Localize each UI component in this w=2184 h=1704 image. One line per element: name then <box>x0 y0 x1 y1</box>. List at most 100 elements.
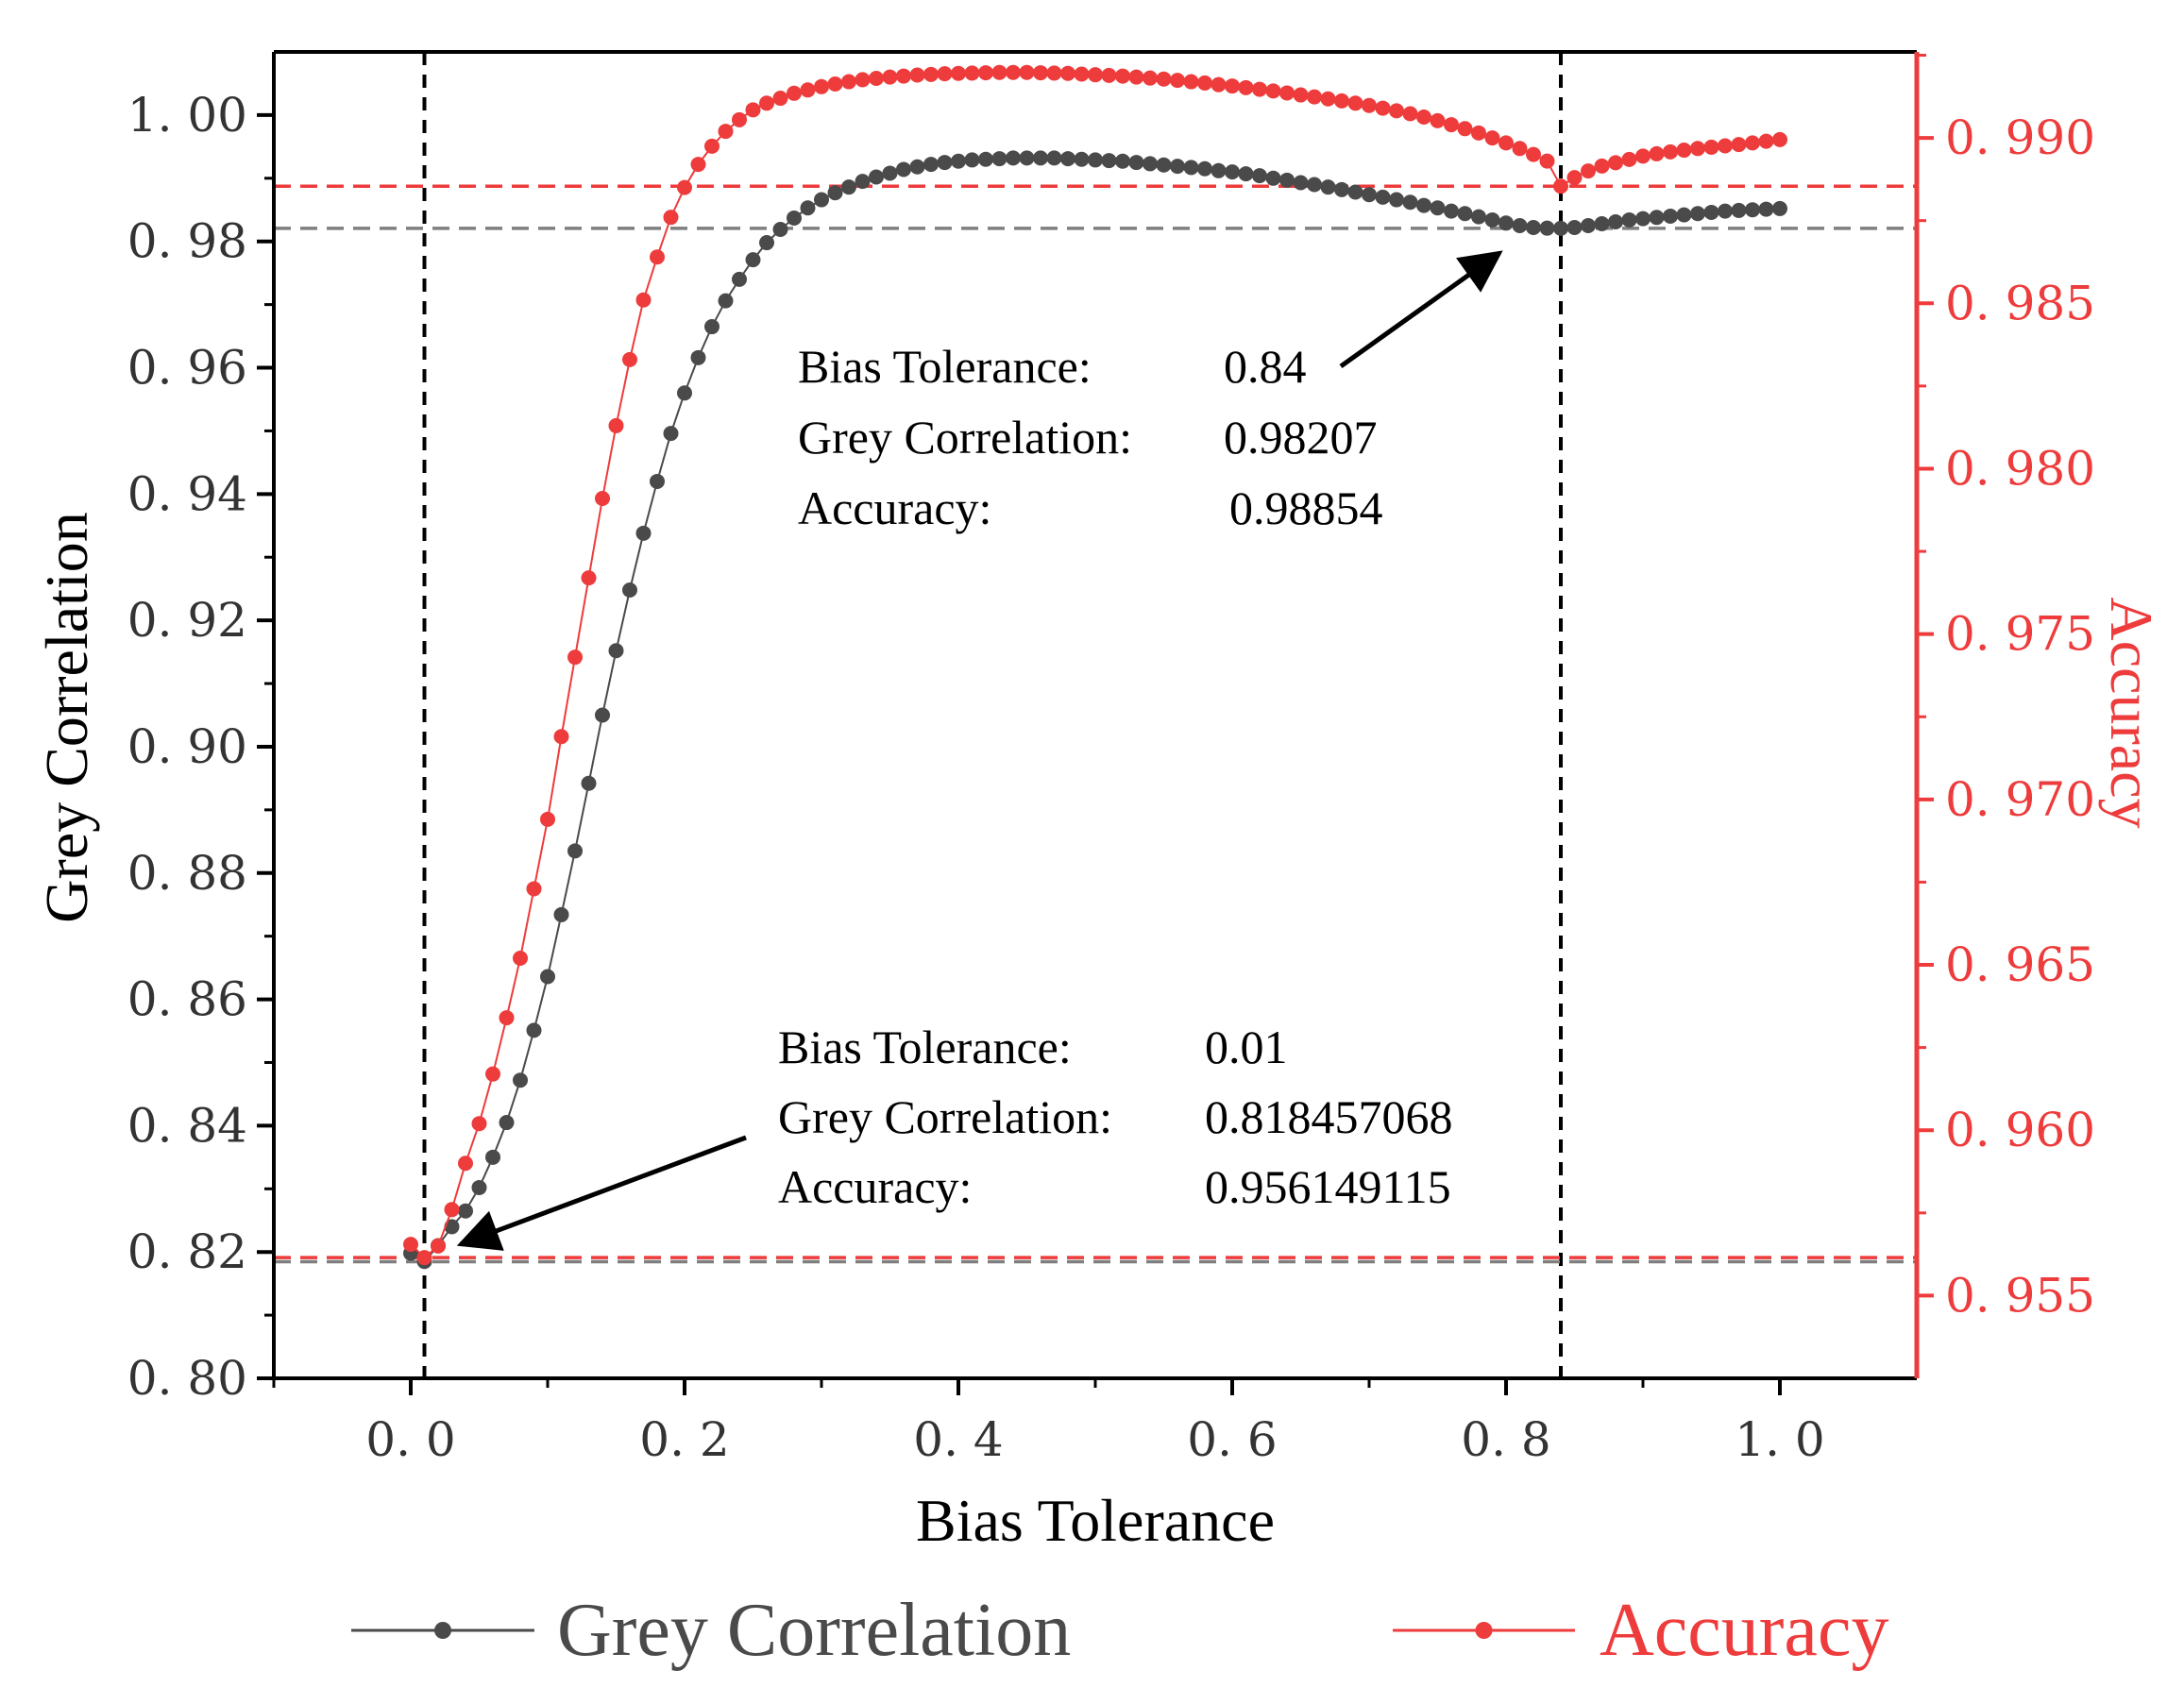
annotation-low: Bias Tolerance: 0.01 Grey Correlation: 0.81… <box>778 1021 1453 1213</box>
grey-correlation-point <box>1430 200 1446 216</box>
accuracy-point <box>1471 125 1486 141</box>
grey-correlation-point <box>1553 220 1568 236</box>
grey-correlation-point <box>677 385 692 401</box>
x-tick-label: 0. 2 <box>639 1412 729 1467</box>
y-tick-label: 0. 98 <box>127 214 247 269</box>
grey-correlation-point <box>745 252 761 268</box>
series-line-accuracy <box>410 71 1781 1259</box>
grey-correlation-point <box>1457 206 1473 222</box>
accuracy-point <box>1088 67 1103 83</box>
grey-correlation-point <box>1060 151 1075 167</box>
grey-correlation-point <box>1703 204 1719 220</box>
grey-correlation-point <box>1183 160 1199 176</box>
grey-correlation-point <box>909 159 925 175</box>
grey-correlation-point <box>471 1179 487 1195</box>
grey-correlation-point <box>1293 175 1309 191</box>
legend-marker <box>1475 1622 1493 1639</box>
grey-correlation-point <box>1608 213 1623 229</box>
grey-correlation-point <box>1279 172 1295 188</box>
grey-correlation-point <box>650 473 665 489</box>
y-tick-label: 0. 84 <box>127 1098 247 1153</box>
accuracy-point <box>1402 106 1418 122</box>
grey-correlation-point <box>663 426 679 442</box>
accuracy-point <box>1293 87 1309 103</box>
accuracy-point <box>869 71 884 87</box>
accuracy-point <box>1758 133 1774 149</box>
grey-correlation-point <box>1402 194 1418 211</box>
grey-correlation-point <box>1033 150 1048 166</box>
grey-correlation-point <box>978 151 993 167</box>
accuracy-point <box>690 157 706 173</box>
grey-correlation-point <box>458 1203 473 1219</box>
legend-label: Grey Correlation <box>557 1589 1071 1672</box>
accuracy-point <box>1006 64 1021 80</box>
grey-correlation-point <box>526 1022 542 1038</box>
grey-correlation-point <box>1320 179 1336 195</box>
grey-correlation-point <box>1362 187 1377 203</box>
grey-correlation-point <box>1526 219 1541 235</box>
accuracy-point <box>1539 153 1555 169</box>
accuracy-point <box>1334 93 1349 109</box>
y2-tick-label: 0. 955 <box>1945 1268 2095 1323</box>
annotation-high-label: Bias Tolerance: <box>798 340 1092 393</box>
accuracy-point <box>896 68 911 84</box>
grey-correlation-point <box>622 582 637 599</box>
grey-correlation-point <box>1649 210 1665 226</box>
accuracy-point <box>1772 131 1787 147</box>
grey-correlation-point <box>1375 189 1391 205</box>
annotation-arrow-high <box>1339 250 1503 369</box>
accuracy-point <box>1128 69 1144 85</box>
accuracy-point <box>1498 135 1514 151</box>
y2-tick-label: 0. 975 <box>1945 607 2095 662</box>
grey-correlation-point <box>595 707 610 723</box>
grey-correlation-point <box>841 179 856 195</box>
accuracy-point <box>909 67 925 83</box>
x-tick-label: 0. 4 <box>913 1412 1003 1467</box>
accuracy-point <box>1594 158 1610 174</box>
accuracy-point <box>1703 139 1719 155</box>
legend: Grey Correlation Accuracy <box>351 1589 1888 1672</box>
grey-correlation-point <box>1512 217 1528 233</box>
legend-marker <box>434 1622 451 1639</box>
y2-tick-label: 0. 960 <box>1945 1103 2095 1157</box>
annotation-low-label: Bias Tolerance: <box>778 1021 1072 1073</box>
grey-correlation-point <box>1252 168 1267 184</box>
grey-correlation-point <box>1088 152 1103 168</box>
grey-correlation-point <box>1019 150 1035 166</box>
accuracy-point <box>1635 148 1651 164</box>
accuracy-point <box>1526 146 1541 162</box>
accuracy-point <box>978 65 993 81</box>
grey-correlation-point <box>937 155 953 171</box>
annotations: Bias Tolerance: 0.84 Grey Correlation: 0.98… <box>456 250 1503 1251</box>
grey-correlation-point <box>1115 153 1130 169</box>
accuracy-point <box>622 351 637 367</box>
accuracy-point <box>1375 100 1391 116</box>
y2-tick-label: 0. 985 <box>1945 276 2095 330</box>
grey-correlation-point <box>1334 181 1349 197</box>
accuracy-point <box>1457 121 1473 137</box>
y2-tick-label: 0. 970 <box>1945 772 2095 827</box>
annotation-low-value: 0.818457068 <box>1205 1090 1453 1143</box>
accuracy-point <box>991 64 1007 80</box>
annotation-high-label: Accuracy: <box>798 481 991 534</box>
grey-correlation-point <box>1594 215 1610 231</box>
y-tick-label: 0. 80 <box>127 1351 247 1406</box>
accuracy-point <box>1649 145 1665 161</box>
grey-correlation-point <box>1731 202 1747 218</box>
grey-correlation-point <box>581 775 597 791</box>
accuracy-point <box>1621 151 1637 167</box>
grey-correlation-point <box>1718 203 1733 219</box>
grey-correlation-point <box>1101 153 1117 169</box>
annotation-low-value: 0.01 <box>1205 1021 1288 1073</box>
accuracy-point <box>1416 110 1431 126</box>
y2-tick-label: 0. 990 <box>1945 110 2095 165</box>
accuracy-point <box>581 570 597 586</box>
grey-correlation-point <box>635 525 652 541</box>
accuracy-point <box>1347 95 1363 111</box>
x-tick-label: 0. 8 <box>1461 1412 1550 1467</box>
grey-correlation-point <box>1265 170 1281 186</box>
annotation-high-value: 0.84 <box>1224 340 1307 393</box>
accuracy-point <box>1608 155 1623 171</box>
y-tick-label: 1. 00 <box>127 88 247 143</box>
accuracy-point <box>444 1202 460 1218</box>
